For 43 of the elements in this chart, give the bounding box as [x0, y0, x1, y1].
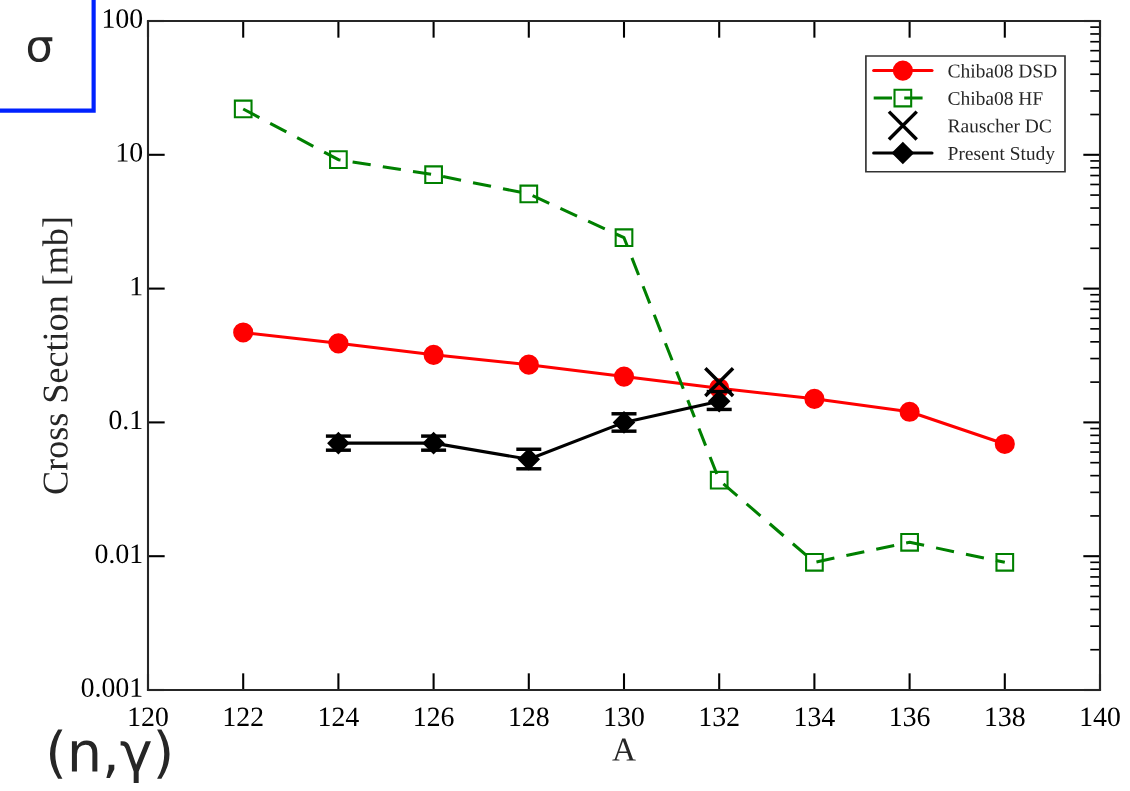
- y-axis-title: Cross Section [mb]: [42, 218, 73, 494]
- point: [995, 552, 1015, 572]
- text: σ: [27, 37, 53, 63]
- point: [233, 99, 253, 119]
- point: [519, 184, 539, 204]
- legend-label: Present Study: [948, 146, 1055, 165]
- legend-label: Chiba08 HF: [948, 91, 1043, 106]
- point: [233, 322, 254, 343]
- x-tick-label: 136: [891, 707, 930, 727]
- x-tick-label: 130: [605, 707, 644, 727]
- legend-label: Chiba08 DSD: [948, 63, 1057, 78]
- x-tick-label: 132: [700, 707, 739, 727]
- x-tick-label: 128: [510, 707, 549, 727]
- x-tick-label: 140: [1081, 707, 1120, 727]
- legend-label: Rauscher DC: [948, 118, 1051, 133]
- y-tick-label: 10: [117, 143, 143, 162]
- x-tick-label: 126: [415, 707, 454, 727]
- y-tick-label: 1: [131, 276, 142, 296]
- point: [518, 354, 539, 375]
- x-tick-label: 138: [986, 707, 1025, 727]
- point: [614, 228, 634, 248]
- y-tick-label: 0.001: [81, 678, 142, 698]
- point: [329, 150, 348, 170]
- point: [613, 366, 635, 387]
- x-axis-title: A: [612, 738, 636, 761]
- point: [424, 165, 443, 185]
- point: [709, 470, 729, 490]
- text: (n,γ): [49, 729, 170, 784]
- y-tick-label: 0.1: [109, 410, 142, 430]
- x-tick-label: 120: [129, 707, 168, 727]
- x-tick-label: 124: [320, 707, 359, 726]
- point: [423, 344, 444, 365]
- point: [703, 366, 735, 398]
- point: [805, 552, 824, 572]
- point: [328, 333, 349, 354]
- point: [900, 532, 919, 552]
- point: [804, 388, 825, 409]
- point: [899, 401, 920, 422]
- x-tick-label: 122: [224, 707, 263, 726]
- x-tick-label: 134: [796, 707, 835, 727]
- y-tick-label: 0.01: [95, 544, 142, 564]
- y-tick-label: 100: [103, 9, 143, 28]
- point: [994, 433, 1015, 455]
